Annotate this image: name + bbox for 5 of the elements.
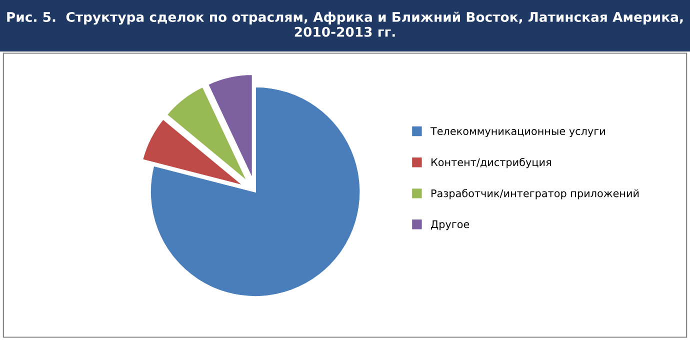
legend-label: Разработчик/интегратор приложений xyxy=(432,188,639,200)
legend-label: Другое xyxy=(431,220,470,230)
legend-label: Контент/дистрибуция xyxy=(432,158,551,168)
chart-title: Рис. 5. Структура сделок по отраслям, Африка и Ближний Восток, Латинская Америка, 2010-2013 гг. xyxy=(7,12,683,37)
legend-label: Телекоммуникационные услуги xyxy=(430,127,605,138)
